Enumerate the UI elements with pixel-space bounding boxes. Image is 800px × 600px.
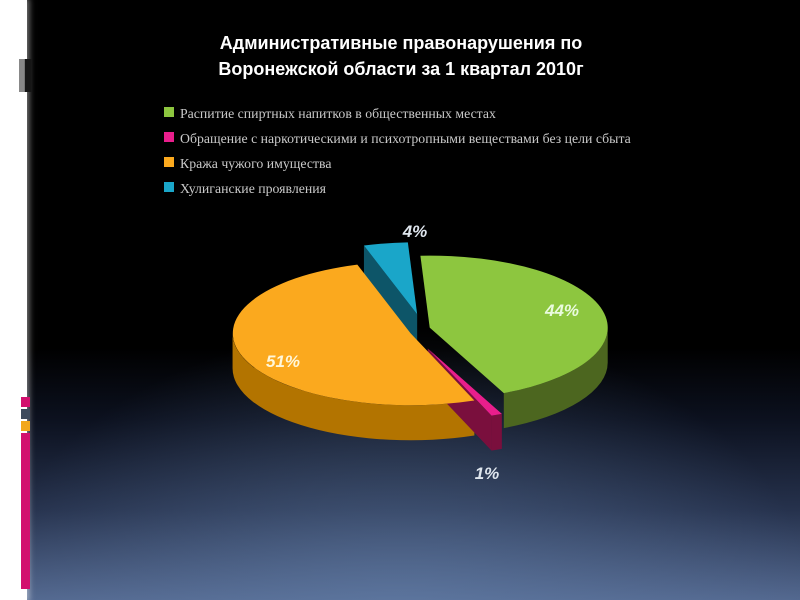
svg-text:51%: 51% — [266, 352, 300, 371]
svg-text:4%: 4% — [402, 222, 428, 241]
svg-text:1%: 1% — [475, 464, 500, 483]
svg-text:44%: 44% — [544, 301, 579, 320]
